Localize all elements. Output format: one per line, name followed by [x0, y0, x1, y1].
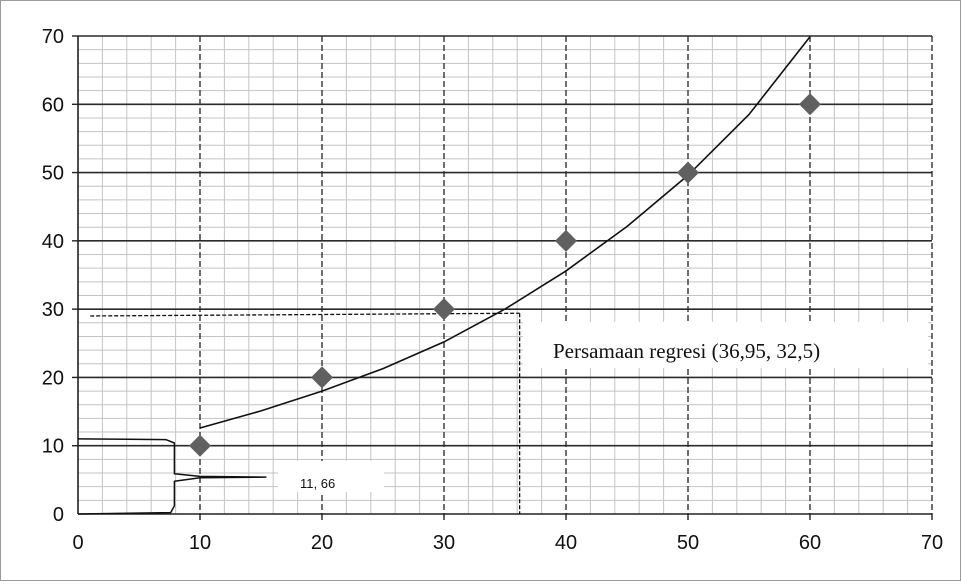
regression-label-box: [523, 322, 928, 368]
y-tick-label: 0: [53, 504, 64, 526]
x-tick-label: 40: [555, 532, 577, 554]
peak-trace-line: [77, 438, 267, 515]
x-tick-label: 20: [311, 532, 333, 554]
peak-label: 11, 66: [300, 476, 335, 491]
y-tick-label: 70: [42, 26, 64, 48]
y-tick-label: 10: [42, 436, 64, 458]
data-point-diamond: [189, 434, 211, 457]
x-tick-label: 30: [433, 532, 455, 554]
y-tick-label: 20: [42, 367, 64, 389]
annotations: Persamaan regresi (36,95, 32,5) 11, 66: [278, 322, 928, 492]
tick-labels: 0 10 20 30 40 50 60 70 0 10 20 30 40 50 60 70: [42, 26, 943, 554]
y-tick-label: 30: [42, 299, 64, 321]
data-point-diamond: [677, 161, 699, 184]
data-point-diamond: [311, 366, 333, 389]
data-point-diamond: [433, 298, 455, 321]
peak-label-box: [278, 461, 384, 492]
x-tick-label: 0: [72, 532, 83, 554]
x-tick-label: 10: [189, 532, 211, 554]
data-markers: [189, 93, 821, 457]
y-tick-label: 60: [42, 94, 64, 116]
x-tick-label: 50: [677, 532, 699, 554]
data-point-diamond: [799, 93, 821, 116]
regression-curve: [199, 36, 811, 429]
peak-trace: [77, 438, 267, 515]
regression-label: Persamaan regresi (36,95, 32,5): [553, 339, 820, 363]
data-point-diamond: [555, 229, 577, 252]
axes: [72, 35, 933, 520]
y-tick-label: 40: [42, 231, 64, 253]
x-tick-label: 70: [921, 532, 943, 554]
x-tick-label: 60: [799, 532, 821, 554]
y-tick-label: 50: [42, 163, 64, 185]
regression-curve-line: [199, 36, 811, 429]
